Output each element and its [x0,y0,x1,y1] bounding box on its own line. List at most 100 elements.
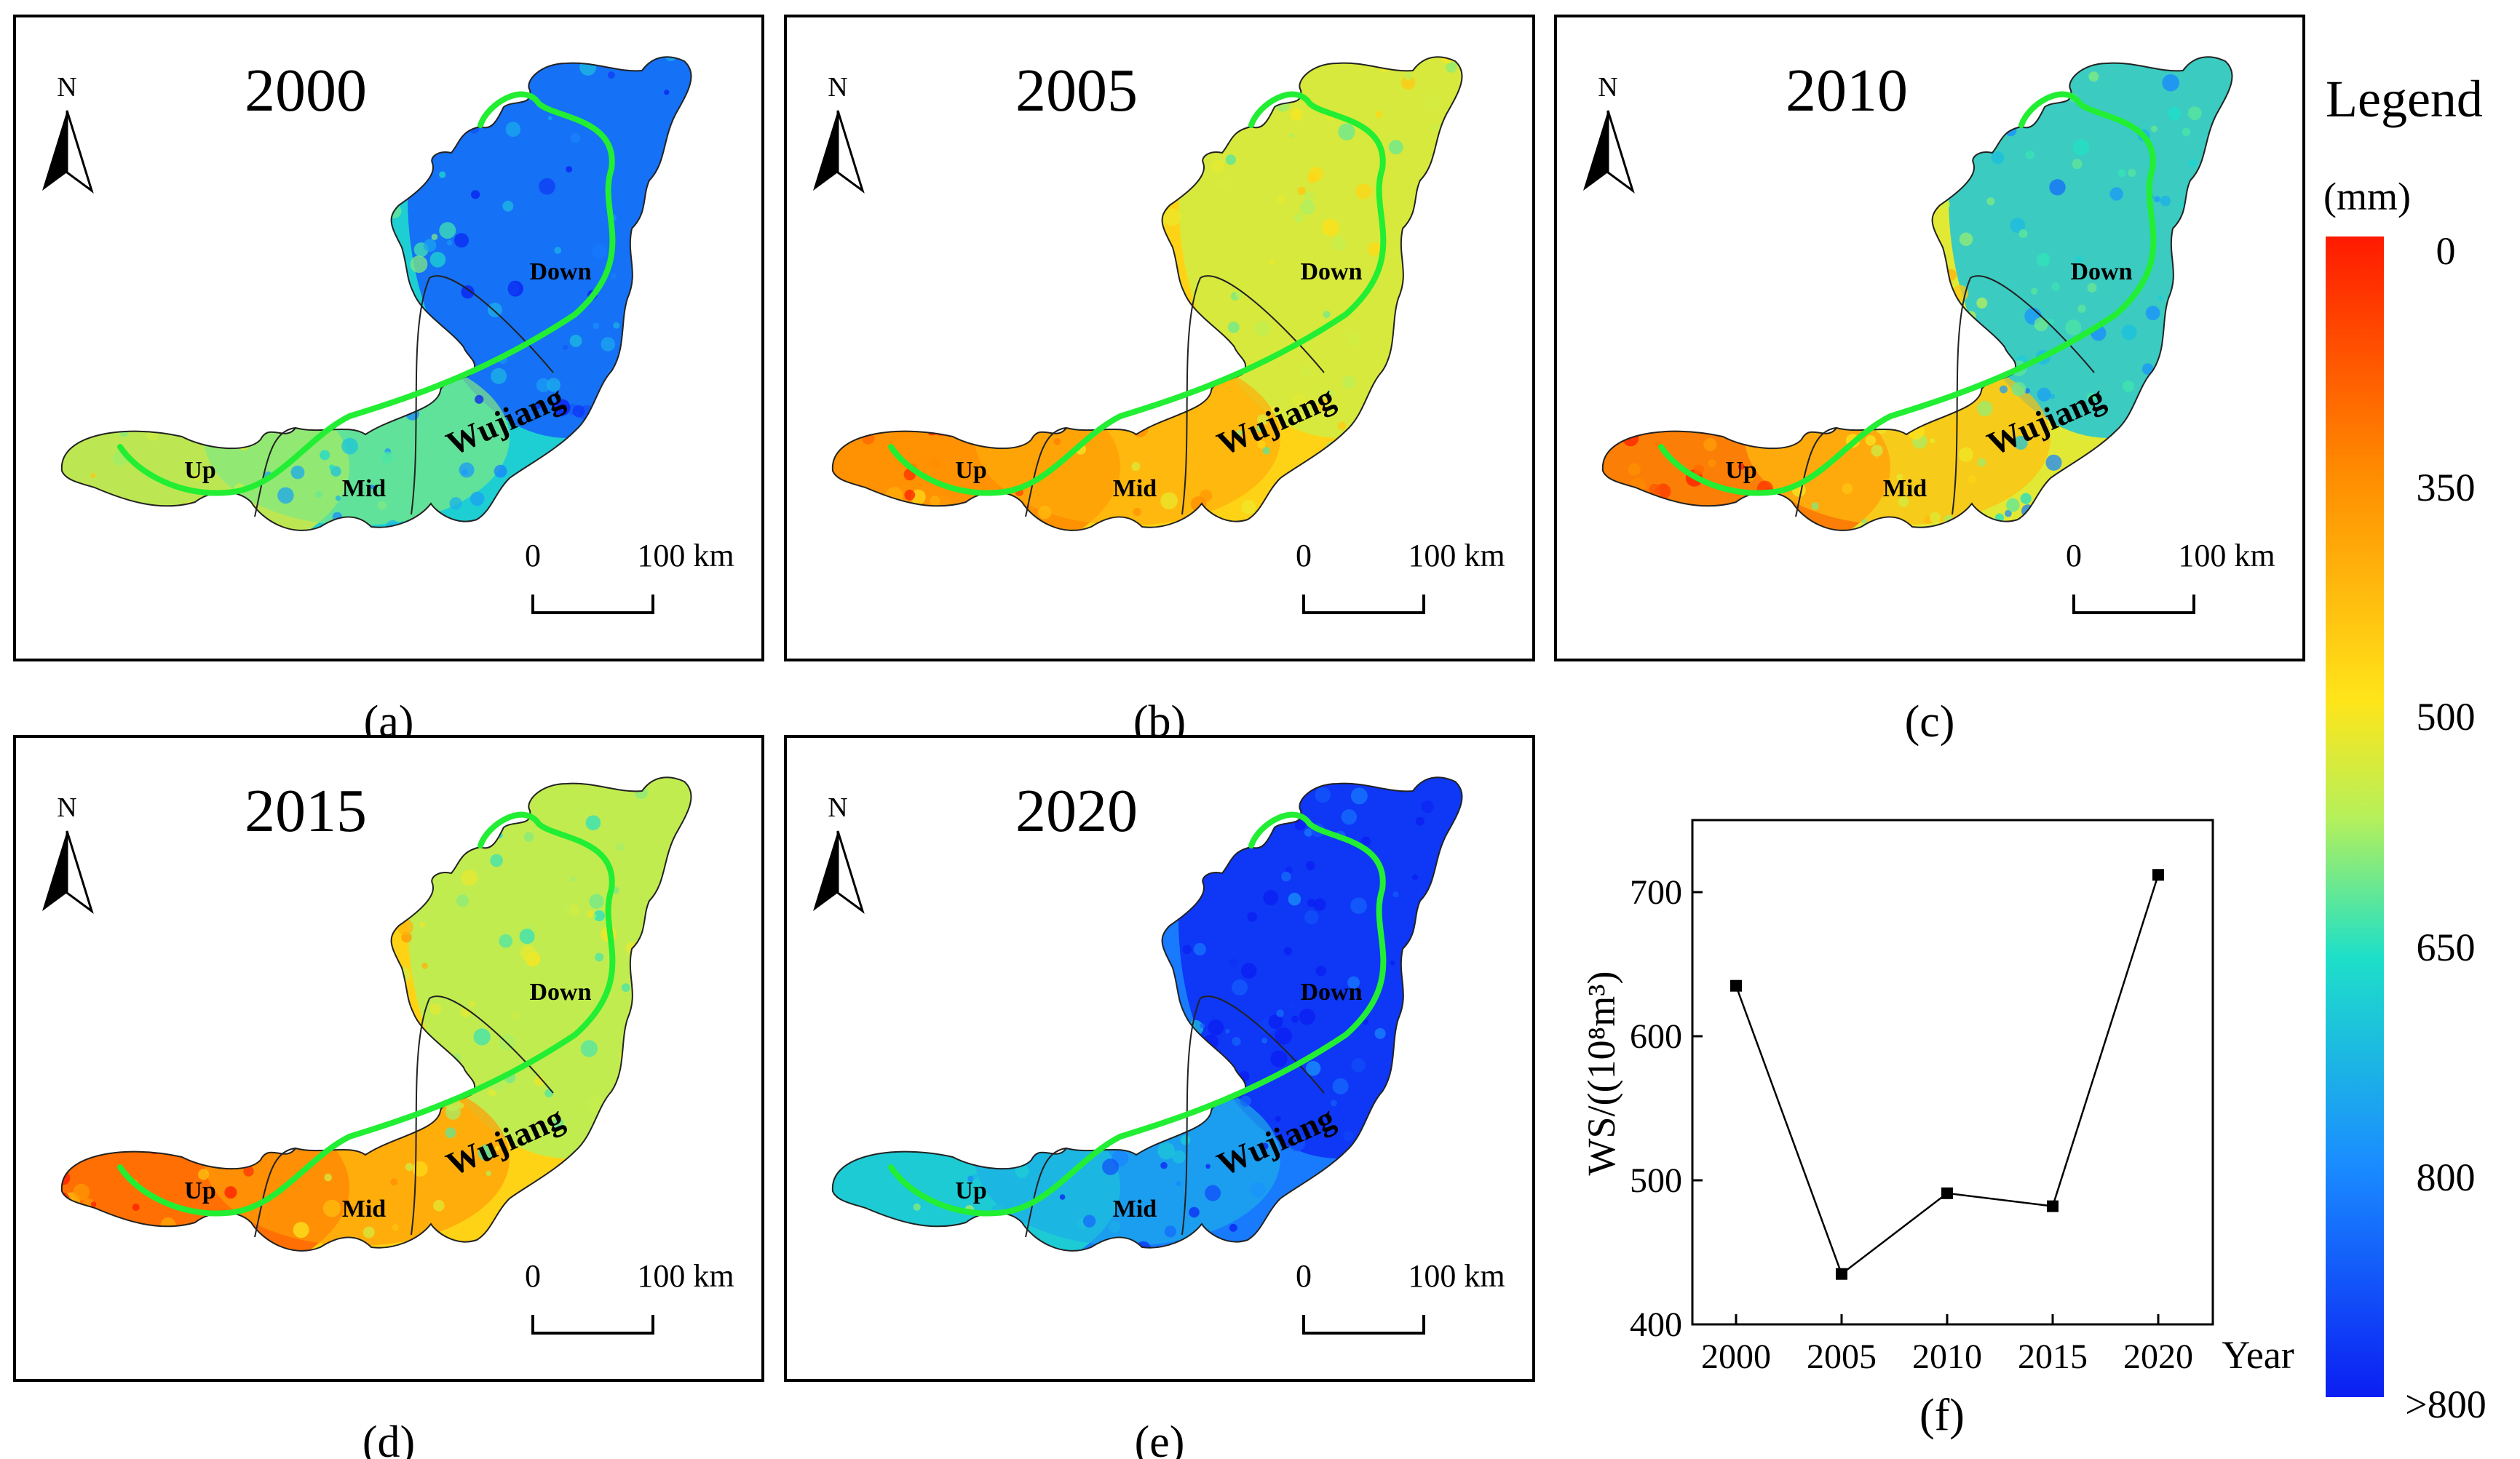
label-down: Down [529,979,591,1006]
sub-basin-boundary [411,995,554,1236]
label-down: Down [1300,258,1362,285]
legend-tick-label: 650 [2417,926,2476,969]
ws-point-2020 [2152,869,2164,881]
legend-tick-label: >800 [2405,1383,2486,1426]
legend-title: Legend [2326,70,2483,128]
panel-year-title: 2005 [1015,57,1138,124]
legend-tick-label: 800 [2417,1156,2476,1199]
scale-bar: 0 100 km [1296,1258,1505,1335]
north-arrow-icon: N [42,72,94,194]
legend-tick-label: 350 [2417,466,2476,509]
wujiang-river-line [888,811,1387,1217]
scale-zero: 0 [2066,538,2082,573]
wujiang-river-line [117,91,616,496]
x-tick-label: 2015 [2018,1337,2088,1376]
north-arrow-icon: N [813,72,865,194]
label-down: Down [2070,258,2132,285]
label-down: Down [1300,979,1362,1006]
scale-distance: 100 km [1408,538,1505,573]
x-tick-label: 2020 [2123,1337,2193,1376]
north-label: N [57,792,76,823]
scale-zero: 0 [525,1258,541,1294]
ws-point-2005 [1836,1268,1847,1280]
scale-distance: 100 km [637,1258,734,1294]
panel-year-title: 2010 [1786,57,1908,124]
sub-basin-boundary [1025,427,1067,517]
sub-basin-boundary [1181,995,1325,1236]
y-tick-label: 500 [1630,1161,1682,1200]
panel-year-title: 2020 [1015,777,1138,845]
chart-caption: (f) [1919,1391,1965,1440]
label-up: Up [184,1177,215,1204]
ws-line-chart: 400 500 600 700 2000 2005 2010 2015 2020 Year WS/(… [1580,819,2294,1440]
wujiang-river-line [1658,91,2157,496]
scale-distance: 100 km [1408,1258,1505,1294]
ws-point-2010 [1941,1187,1953,1199]
scale-distance: 100 km [2178,538,2275,573]
north-label: N [828,792,847,823]
y-tick-label: 400 [1630,1305,1682,1344]
sub-basin-boundary [254,427,296,517]
label-up: Up [1725,457,1756,484]
north-arrow-icon: N [1583,72,1635,194]
x-tick-label: 2005 [1807,1337,1877,1376]
north-label: N [828,72,847,103]
wujiang-river-line [117,811,616,1217]
label-up: Up [955,1177,986,1204]
x-axis-label: Year [2222,1333,2294,1377]
legend-tick-label: 500 [2417,695,2476,739]
sub-basin-boundary [1025,1148,1067,1238]
north-arrow-icon: N [42,792,94,914]
panel-caption: (e) [1135,1418,1185,1459]
scale-bar: 0 100 km [525,1258,734,1335]
label-mid: Mid [1113,1196,1157,1223]
sub-basin-boundary [1952,275,2095,515]
scale-bar: 0 100 km [2066,538,2275,614]
panel-year-title: 2015 [245,777,367,845]
label-mid: Mid [1883,475,1927,502]
north-label: N [1598,72,1617,103]
wujiang-river-line [888,91,1387,496]
north-arrow-icon: N [813,792,865,914]
y-tick-label: 600 [1630,1017,1682,1056]
panel-caption: (c) [1905,697,1955,747]
label-up: Up [955,457,986,484]
ws-point-2015 [2047,1200,2059,1212]
chart-frame [1691,819,2214,1326]
label-mid: Mid [1113,475,1157,502]
scale-bar: 0 100 km [525,538,734,614]
x-tick-label: 2010 [1912,1337,1982,1376]
x-tick-label: 2000 [1701,1337,1771,1376]
scale-bar: 0 100 km [1296,538,1505,614]
sub-basin-boundary [1181,275,1325,515]
legend-unit: (mm) [2323,175,2411,218]
label-up: Up [184,457,215,484]
north-label: N [57,72,76,103]
sub-basin-boundary [1795,427,1837,517]
panel-caption: (d) [362,1418,415,1459]
y-axis-label: WS/((10⁸m³) [1580,971,1623,1176]
legend-color-ramp [2326,236,2384,1397]
panel-year-title: 2000 [245,57,367,124]
sub-basin-boundary [254,1148,296,1238]
sub-basin-boundary [411,275,554,515]
scale-zero: 0 [525,538,541,573]
legend-tick-label: 0 [2436,229,2456,273]
ws-point-2000 [1730,979,1742,992]
label-mid: Mid [342,1196,387,1223]
label-down: Down [529,258,591,285]
scale-zero: 0 [1296,1258,1312,1294]
scale-zero: 0 [1296,538,1312,573]
ws-series-line [1735,874,2160,1276]
map-frame [784,735,1535,1382]
y-tick-label: 700 [1630,873,1682,912]
label-mid: Mid [342,475,387,502]
legend: Legend (mm) 0 350 500 650 800 >800 [2323,70,2487,1426]
